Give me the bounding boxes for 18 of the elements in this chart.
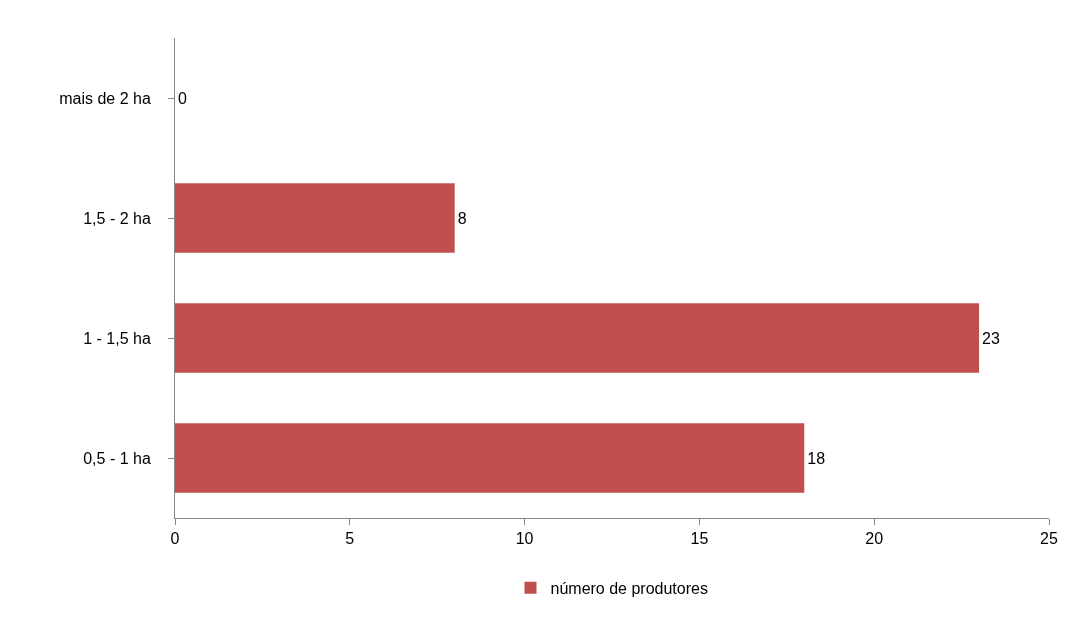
y-tick-label: 1 - 1,5 ha: [83, 329, 151, 347]
data-label: 0: [178, 89, 187, 107]
data-label: 23: [982, 329, 1000, 347]
data-label: 18: [807, 449, 826, 467]
x-tick-label: 0: [170, 530, 180, 548]
bar: [175, 303, 980, 373]
bar: [175, 183, 455, 253]
bar: [175, 423, 805, 493]
y-tick-label: mais de 2 ha: [59, 89, 151, 107]
x-tick-label: 10: [515, 530, 534, 548]
x-tick-label: 25: [1040, 530, 1058, 548]
data-label: 8: [457, 209, 467, 227]
x-tick-label: 5: [345, 530, 355, 548]
y-tick-label: 0,5 - 1 ha: [83, 449, 151, 467]
y-tick-label: 1,5 - 2 ha: [83, 209, 151, 227]
x-tick-label: 15: [690, 530, 709, 548]
legend-label: número de produtores: [550, 579, 708, 597]
x-tick-label: 20: [865, 530, 884, 548]
